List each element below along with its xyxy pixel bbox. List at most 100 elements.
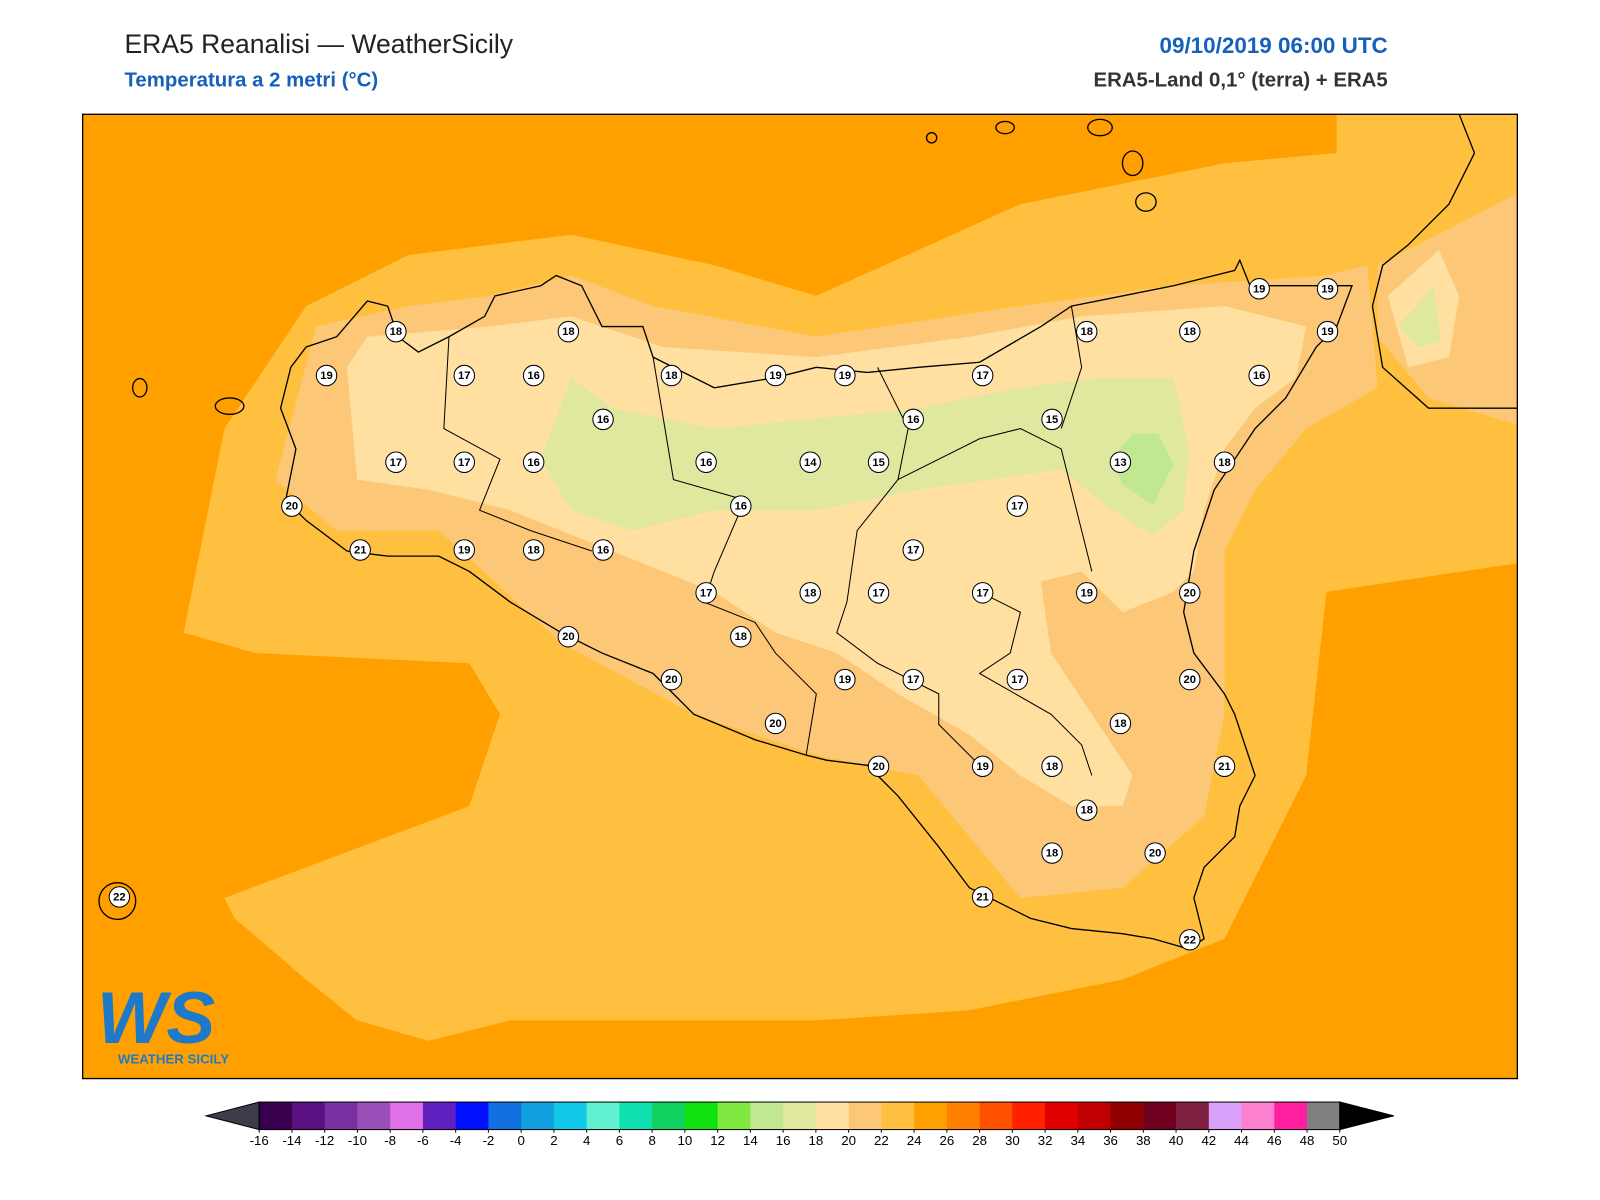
colorbar-tick-label: 28 [972,1133,987,1148]
station-marker [971,582,994,604]
station-label: 19 [976,761,988,773]
colorbar-swatch [259,1102,293,1130]
station-marker [1316,320,1339,343]
station-marker [1041,408,1063,431]
station-label: 16 [700,457,712,469]
station-marker [730,495,752,517]
field-16 [540,377,1189,536]
station-marker [834,668,856,691]
colorbar-swatch [979,1102,1013,1130]
colorbar-tick-label: -2 [483,1133,495,1148]
station-label: 17 [458,457,470,469]
colorbar-extend-high [1339,1101,1395,1131]
station-marker [522,364,545,387]
station-label: 18 [562,326,574,338]
station: 16 [522,451,545,473]
station: 15 [867,451,890,473]
station-marker [1006,495,1029,517]
station-marker [764,364,787,387]
station-label: 18 [735,631,747,643]
colorbar-swatch [684,1102,719,1130]
station-marker [1041,755,1063,778]
colorbar-tick-label: -6 [417,1133,429,1148]
station: 18 [1041,842,1063,864]
colorbar-tick-label: 38 [1136,1133,1151,1148]
station-label: 20 [1184,674,1196,686]
station: 18 [1109,712,1132,735]
colorbar-swatch [1241,1102,1275,1130]
station-marker [834,364,856,387]
station-marker [971,364,994,387]
station-label: 22 [1184,934,1196,946]
station: 19 [1248,278,1270,300]
station: 17 [453,364,475,387]
colorbar-tick-label: -12 [315,1133,334,1148]
colorbar-swatch [422,1102,457,1130]
station-label: 20 [872,761,884,773]
colorbar-outline [258,1101,1341,1131]
station-label: 21 [976,891,988,903]
station-label: 15 [1046,414,1058,426]
station-marker [1109,712,1132,735]
station-label: 17 [1011,501,1023,513]
station-label: 16 [735,501,747,513]
colorbar-tick-label: 34 [1070,1133,1085,1148]
colorbar-tick-label: 4 [583,1133,590,1148]
station-marker [1213,451,1236,473]
colorbar-swatch [291,1102,326,1130]
colorbar-swatch [1208,1102,1243,1130]
station-label: 20 [562,631,574,643]
colorbar-tick-label: 12 [710,1133,725,1148]
station-marker [557,626,580,648]
station: 19 [1316,278,1339,300]
station-marker [592,539,614,561]
station: 19 [834,668,856,691]
station-marker [1213,755,1236,778]
colorbar-swatch [815,1102,850,1130]
station-marker [315,364,338,387]
station-label: 22 [113,891,125,903]
colorbar-tick-label: -10 [348,1133,367,1148]
colorbar-swatch [652,1102,686,1130]
station-label: 17 [872,587,884,599]
station-label: 13 [1114,457,1126,469]
station: 20 [1179,668,1201,691]
colorbar-swatch [1143,1102,1177,1130]
station-marker [971,886,994,908]
colorbar-swatch [914,1102,948,1130]
station-marker [695,582,717,604]
station: 17 [971,582,994,604]
station: 17 [453,451,475,473]
station: 16 [1248,364,1270,387]
station: 19 [1076,582,1098,604]
station-label: 18 [804,587,816,599]
station: 17 [971,364,994,387]
station-label: 16 [527,457,539,469]
station: 13 [1109,451,1132,473]
colorbar-swatch [848,1102,882,1130]
station-label: 16 [1253,370,1265,382]
colorbar-tick-label: 6 [616,1133,623,1148]
station-marker [971,755,994,778]
station: 21 [1213,755,1236,778]
station-marker [867,582,890,604]
station-label: 17 [907,674,919,686]
station: 19 [834,364,856,387]
station-label: 17 [700,587,712,599]
station-marker [902,539,924,561]
colorbar-swatch [390,1102,424,1130]
station-marker [799,582,821,604]
field-14 [1112,433,1174,506]
colorbar-tick-label: -8 [384,1133,396,1148]
station-marker [1041,842,1063,864]
station: 19 [453,539,475,561]
colorbar-tick-label: 42 [1201,1133,1216,1148]
colorbar-tick-label: 0 [517,1133,524,1148]
colorbar-swatch [521,1102,555,1130]
station-label: 19 [839,674,851,686]
station: 18 [522,539,545,561]
station-label: 20 [286,501,298,513]
station-label: 17 [1011,674,1023,686]
station: 16 [592,539,614,561]
